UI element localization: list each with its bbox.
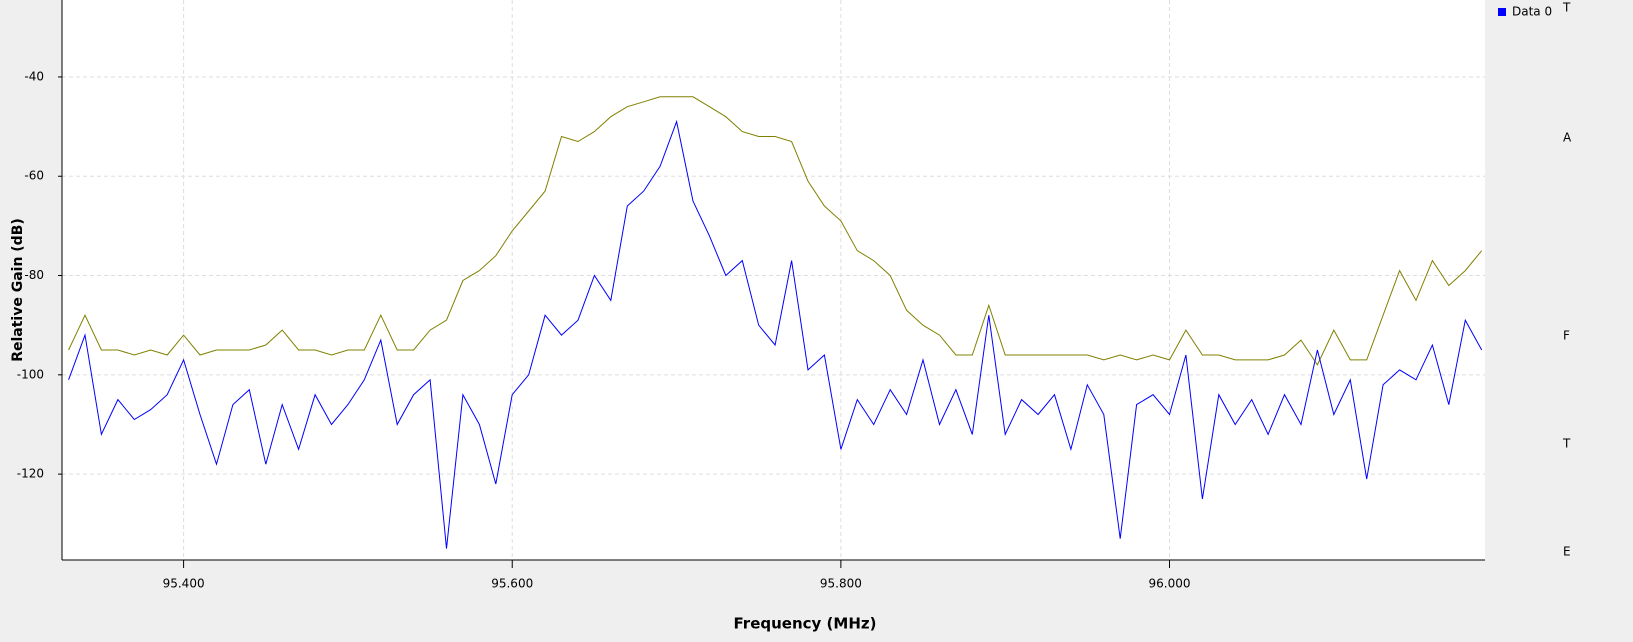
side-panel-label: T [1562, 437, 1571, 451]
side-panel-label: A [1563, 131, 1572, 145]
y-tick-label: -40 [24, 69, 44, 83]
x-tick-label: 95.600 [491, 577, 533, 591]
legend-swatch [1498, 8, 1506, 16]
series-line [68, 96, 1483, 366]
x-tick-label: 96.000 [1149, 577, 1191, 591]
side-panel-label: E [1563, 545, 1571, 559]
series-line [68, 119, 1483, 549]
y-tick-label: -100 [17, 367, 44, 381]
x-axis-title: Frequency (MHz) [734, 615, 877, 633]
side-panel-label: F [1563, 329, 1570, 343]
y-tick-label: -80 [24, 268, 44, 282]
side-panel [1548, 0, 1633, 642]
y-axis-title: Relative Gain (dB) [10, 218, 26, 362]
y-tick-label: -60 [24, 169, 44, 183]
y-tick-label: -120 [17, 467, 44, 481]
side-panel-label: T [1562, 1, 1571, 15]
x-tick-label: 95.400 [163, 577, 205, 591]
plot-area [62, 0, 1485, 560]
legend-label: Data 0 [1512, 5, 1552, 19]
x-tick-label: 95.800 [820, 577, 862, 591]
